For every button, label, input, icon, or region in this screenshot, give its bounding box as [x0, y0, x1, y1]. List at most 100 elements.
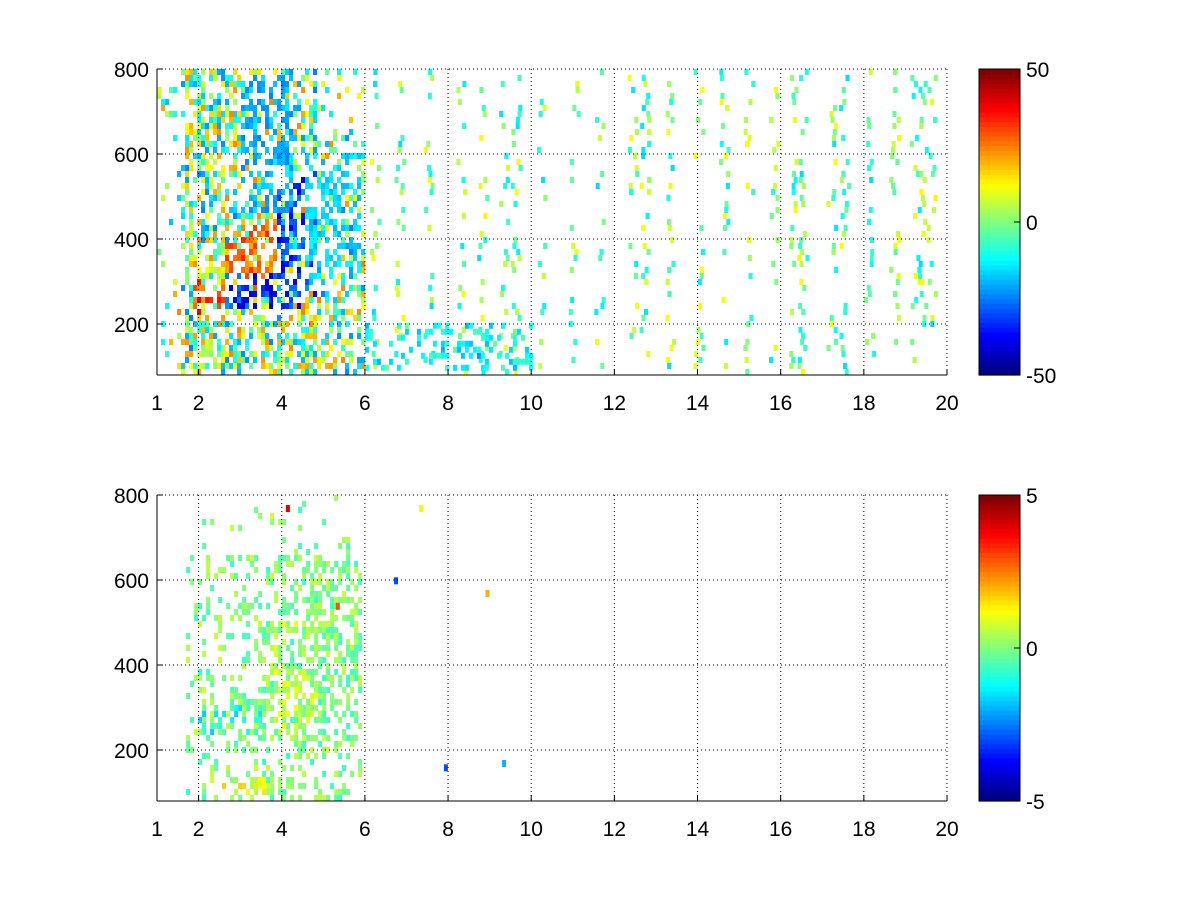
heat-cell: [310, 693, 315, 699]
heat-cell: [285, 267, 289, 273]
heat-cell: [318, 699, 323, 705]
heat-cell: [217, 195, 221, 201]
heat-cell: [484, 334, 489, 341]
heat-cell: [213, 225, 217, 231]
heat-cell: [270, 735, 275, 741]
heat-cell: [317, 273, 321, 279]
heat-cell: [185, 69, 189, 75]
heat-cell: [218, 597, 223, 603]
heat-cell: [277, 99, 281, 105]
heat-cell: [749, 315, 754, 321]
heat-cell: [290, 603, 295, 609]
heat-cell: [342, 687, 347, 693]
heat-cell: [871, 333, 875, 339]
heat-cell: [368, 334, 373, 341]
heat-cell: [281, 357, 285, 363]
y-tick-label: 200: [114, 740, 149, 763]
heat-cell: [294, 687, 299, 693]
heat-cell: [892, 111, 897, 117]
heat-cell: [258, 591, 263, 597]
colorbar-tick-label: 0: [1026, 212, 1038, 235]
heat-cell: [297, 189, 301, 195]
heat-cell: [230, 675, 235, 681]
heat-cell: [313, 135, 317, 141]
heat-cell: [249, 267, 253, 273]
heat-cell: [241, 165, 245, 171]
heat-cell: [350, 711, 355, 717]
heat-cell: [198, 579, 203, 585]
heat-cell: [322, 519, 327, 525]
heat-cell: [629, 333, 634, 339]
heat-cell: [270, 663, 275, 669]
heat-cell: [894, 339, 899, 345]
heat-cell: [346, 573, 351, 579]
heat-cell: [802, 285, 807, 291]
heat-cell: [330, 705, 335, 711]
heat-cell: [743, 117, 748, 123]
heat-cell: [310, 657, 315, 663]
heatmap-cells: [157, 69, 938, 375]
heat-cell: [769, 357, 773, 363]
colorbar-segment: [979, 207, 1020, 214]
heat-cell: [318, 687, 323, 693]
heat-cell: [600, 363, 605, 369]
heat-cell: [665, 279, 670, 285]
heat-cell: [197, 117, 201, 123]
heat-cell: [218, 723, 223, 729]
heat-cell: [289, 255, 293, 261]
heat-cell: [372, 358, 377, 365]
heat-cell: [375, 177, 380, 183]
heat-cell: [261, 285, 265, 291]
heat-cell: [290, 795, 295, 801]
heat-cell: [258, 699, 263, 705]
heat-cell: [197, 273, 201, 279]
heat-cell: [325, 225, 329, 231]
heat-cell: [261, 333, 265, 339]
heat-cell: [724, 207, 729, 213]
heat-cell: [524, 352, 529, 359]
heat-cell: [826, 345, 831, 351]
heat-cell: [213, 363, 217, 369]
heat-cell: [923, 81, 928, 87]
heat-cell: [333, 303, 337, 309]
heat-cell: [214, 723, 219, 729]
heat-cell: [322, 567, 327, 573]
heat-cell: [281, 219, 285, 225]
heat-cell: [237, 141, 241, 147]
heat-cell: [302, 783, 307, 789]
heat-cell: [246, 609, 251, 615]
colorbar-segment: [979, 83, 1020, 89]
heat-cell: [346, 735, 351, 741]
colorbar-segment: [979, 619, 1020, 625]
colorbar-segment: [979, 648, 1020, 654]
heat-cell: [185, 315, 189, 321]
heat-cell: [285, 111, 289, 117]
heat-cell: [245, 111, 249, 117]
heat-cell: [266, 747, 271, 753]
heat-cell: [270, 717, 275, 723]
colorbar-segment: [979, 150, 1020, 156]
heat-cell: [229, 117, 233, 123]
heat-cell: [198, 621, 203, 627]
heat-cell: [193, 231, 197, 237]
heat-cell: [322, 621, 327, 627]
heat-cell: [285, 93, 289, 99]
heat-cell: [338, 633, 343, 639]
heat-cell: [181, 369, 185, 375]
heat-cell: [933, 195, 938, 201]
heat-cell: [313, 321, 317, 327]
heat-cell: [388, 340, 393, 347]
heat-cell: [718, 159, 723, 165]
heat-cell: [209, 177, 213, 183]
heat-cell: [891, 183, 895, 189]
heat-cell: [338, 675, 343, 681]
heat-cell: [353, 189, 357, 195]
heat-cell: [234, 789, 239, 795]
heat-cell: [181, 69, 185, 75]
heat-cell: [285, 87, 289, 93]
heat-cell: [290, 783, 295, 789]
heat-cell: [293, 201, 297, 207]
heat-cell: [237, 75, 241, 81]
colorbar-segment: [979, 557, 1020, 563]
heat-cell: [456, 159, 461, 165]
